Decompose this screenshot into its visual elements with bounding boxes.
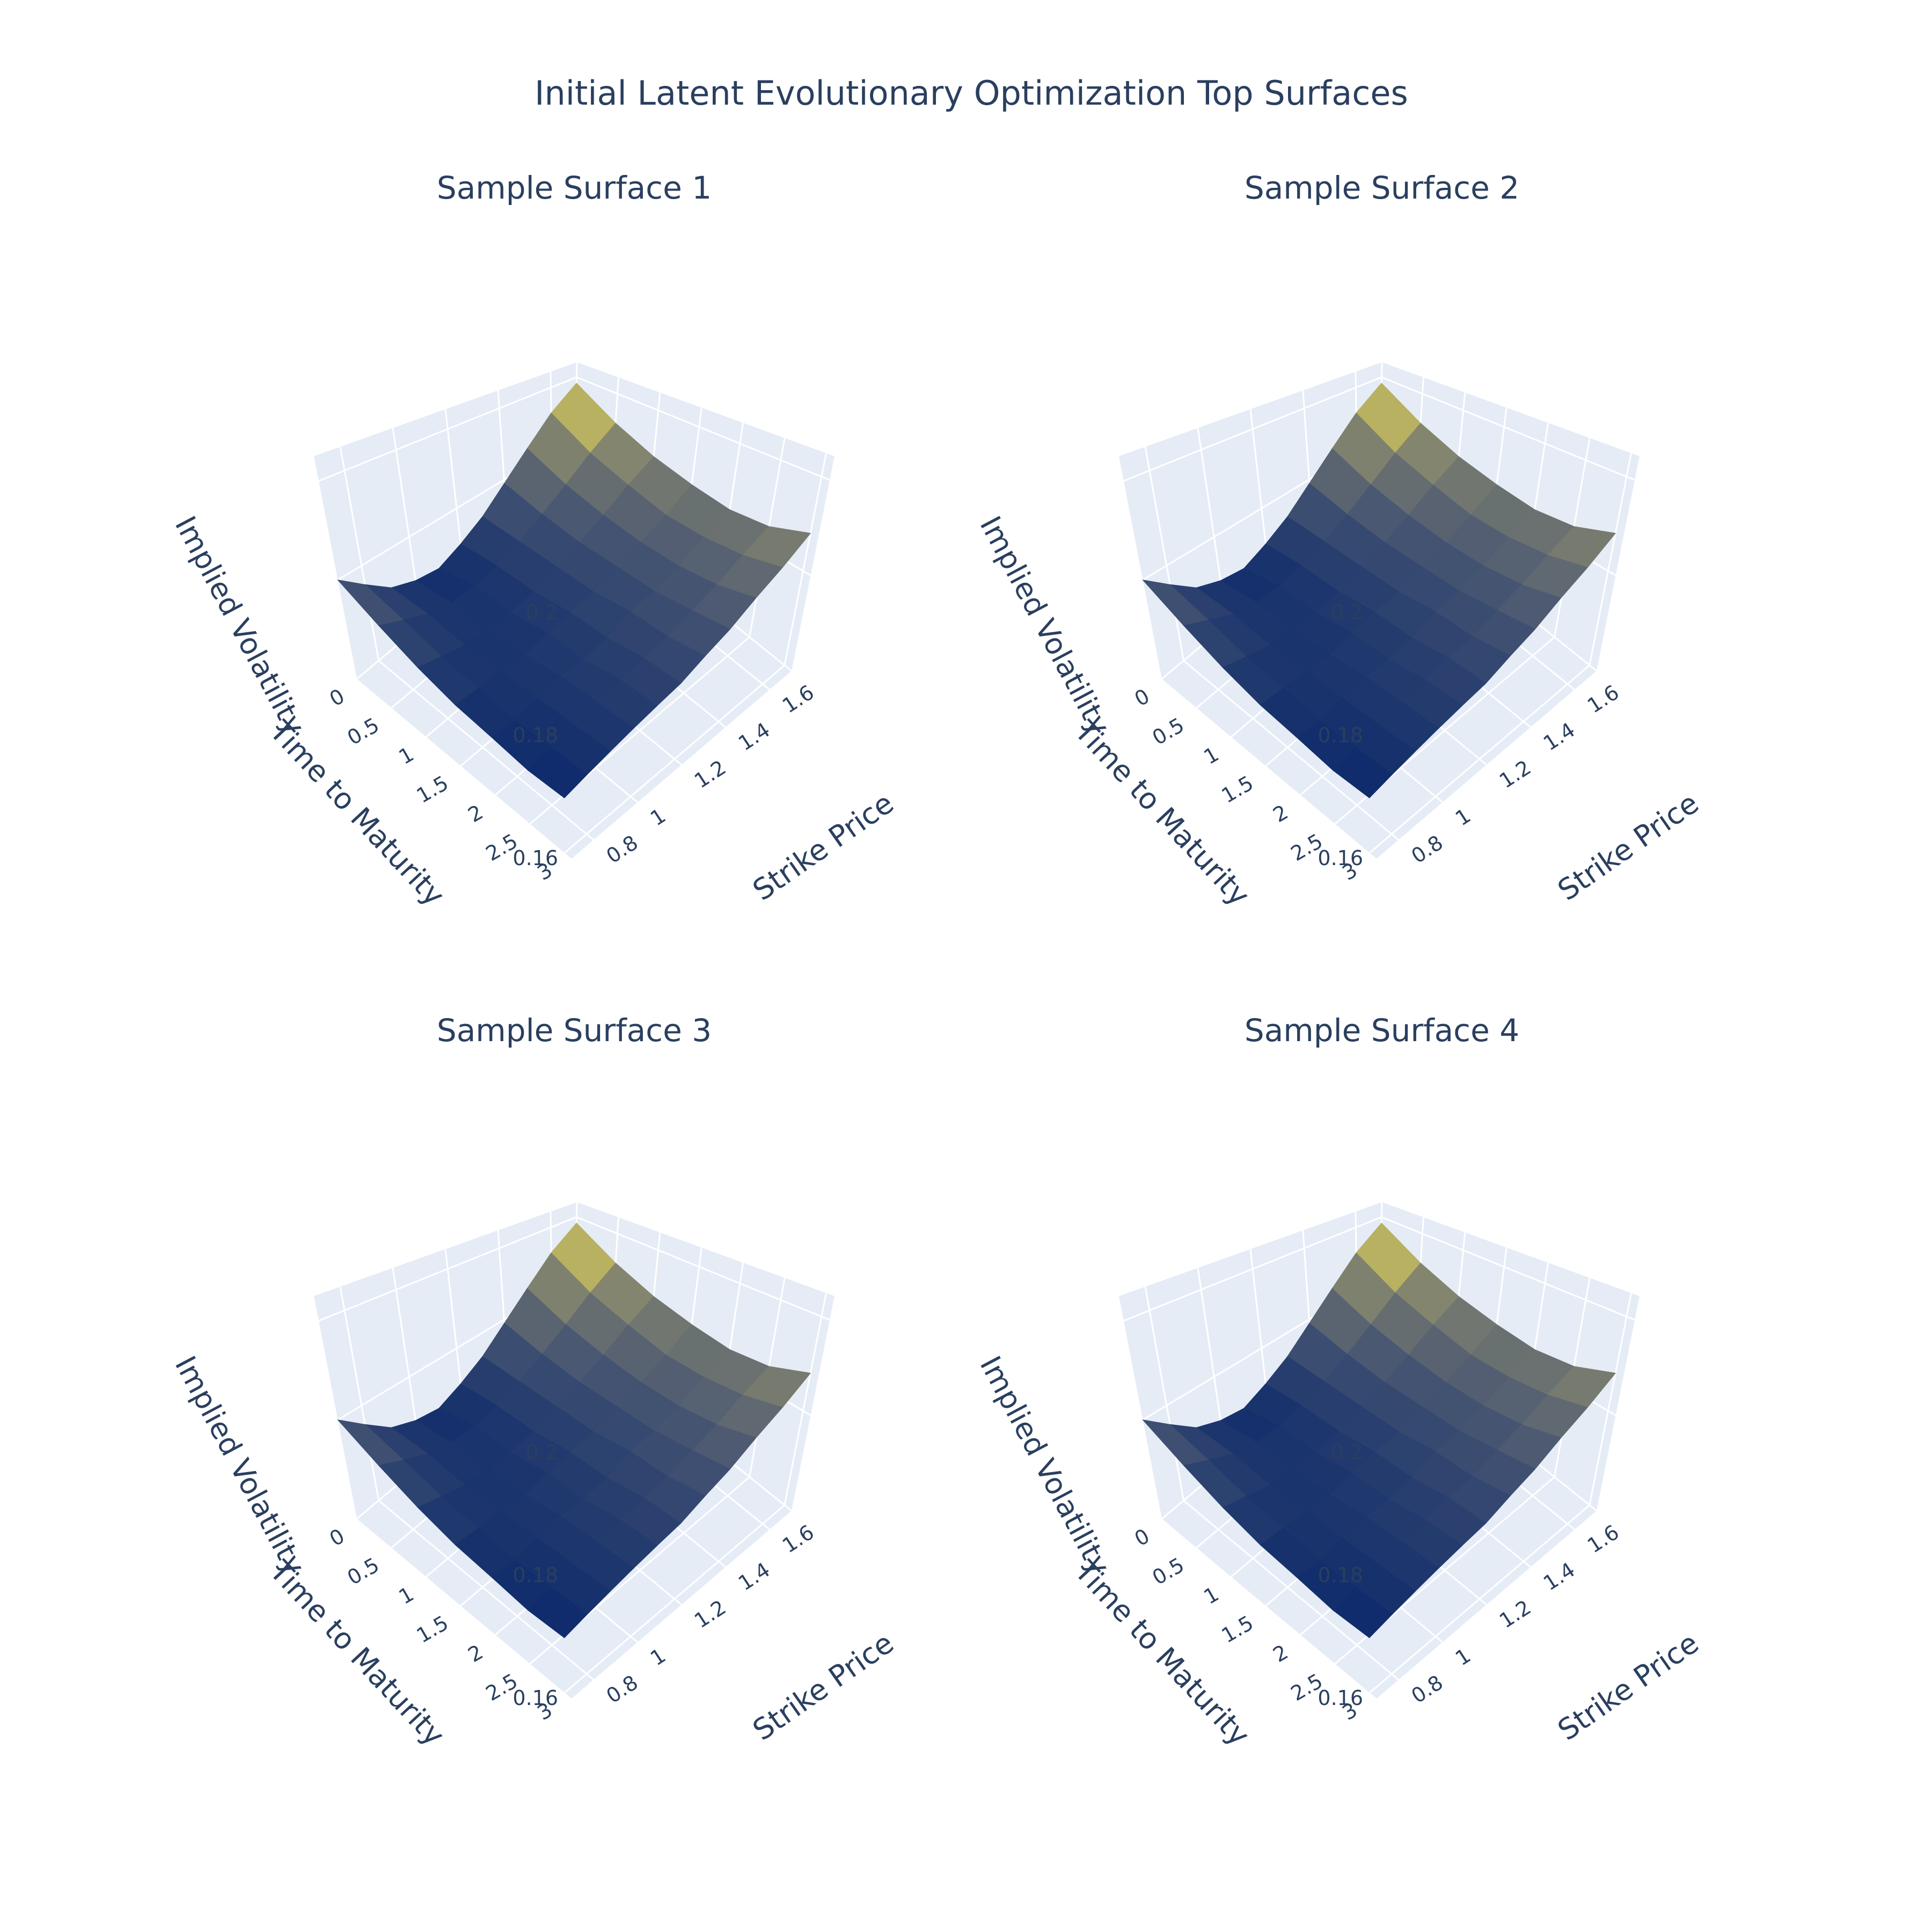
surface-patch — [1333, 747, 1393, 799]
y-tick-label: 2 — [464, 1640, 487, 1667]
y-tick-label: 1.5 — [413, 1611, 452, 1648]
x-axis-title: Strike Price — [1552, 1626, 1704, 1747]
y-tick-label: 1.5 — [1218, 1611, 1257, 1648]
subplot-4: Sample Surface 40.160.180.200.511.522.53… — [974, 1012, 1705, 1752]
y-tick-label: 1 — [395, 742, 418, 769]
gridline-volatility — [318, 1216, 830, 1322]
subplot-2: Sample Surface 20.160.180.200.511.522.53… — [974, 170, 1705, 912]
z-axis-title: Implied Volatility — [974, 511, 1117, 740]
x-tick-label: 1.2 — [690, 1596, 730, 1633]
x-axis-title: Strike Price — [1552, 786, 1704, 908]
surface-patch — [528, 747, 588, 799]
x-tick-label: 1 — [646, 1643, 670, 1670]
surface — [1142, 383, 1616, 799]
y-tick-label: 1 — [395, 1582, 418, 1609]
x-tick-label: 1.4 — [1539, 1558, 1579, 1596]
x-tick-label: 1.6 — [778, 1520, 818, 1558]
x-tick-label: 1.6 — [1583, 1520, 1623, 1558]
subplot-title: Sample Surface 4 — [1245, 1012, 1519, 1049]
x-tick-label: 1 — [1451, 803, 1475, 830]
z-tick-label: 0.2 — [526, 601, 558, 624]
y-tick-label: 0.5 — [1148, 1553, 1188, 1590]
x-tick-label: 0.8 — [1407, 1671, 1447, 1708]
y-tick-label: 1 — [1200, 742, 1223, 769]
gridline-volatility — [318, 376, 830, 482]
subplot-title: Sample Surface 3 — [437, 1012, 712, 1049]
x-axis-title: Strike Price — [747, 1626, 899, 1747]
y-tick-label: 1 — [1200, 1582, 1223, 1609]
z-tick-label: 0.18 — [1318, 1563, 1363, 1587]
y-tick-label: 0.5 — [1148, 713, 1188, 750]
z-tick-label: 0.16 — [1318, 846, 1363, 870]
surface-patch — [528, 1587, 588, 1638]
y-tick-label: 2 — [464, 800, 487, 827]
z-tick-label: 0.16 — [513, 846, 558, 870]
x-tick-label: 1.2 — [690, 756, 730, 793]
subplot-1: Sample Surface 10.160.180.200.511.522.53… — [169, 170, 900, 912]
x-tick-label: 1 — [646, 803, 670, 830]
z-tick-label: 0.2 — [1331, 601, 1363, 624]
x-tick-label: 1.2 — [1495, 1596, 1535, 1633]
surface — [337, 383, 811, 799]
surface — [1142, 1223, 1616, 1638]
gridline-volatility — [1123, 376, 1635, 482]
chart-title: Initial Latent Evolutionary Optimization… — [535, 74, 1408, 113]
x-tick-label: 0.8 — [602, 831, 642, 868]
y-tick-label: 0 — [1131, 684, 1154, 711]
x-tick-label: 1 — [1451, 1643, 1475, 1670]
y-tick-label: 0.5 — [343, 1553, 383, 1590]
surface-patch — [1333, 1587, 1393, 1638]
y-tick-label: 0 — [326, 684, 349, 711]
subplot-title: Sample Surface 1 — [437, 170, 712, 206]
z-tick-label: 0.2 — [1331, 1440, 1363, 1464]
z-axis-title: Implied Volatility — [974, 1351, 1117, 1580]
z-axis-title: Implied Volatility — [169, 1351, 312, 1580]
z-tick-label: 0.16 — [513, 1686, 558, 1710]
subplot-title: Sample Surface 2 — [1245, 170, 1519, 206]
y-tick-label: 0 — [326, 1524, 349, 1551]
y-tick-label: 1.5 — [413, 771, 452, 808]
z-axis-title: Implied Volatility — [169, 511, 312, 740]
gridline-volatility — [1123, 1216, 1635, 1322]
z-tick-label: 0.18 — [513, 1563, 558, 1587]
x-tick-label: 0.8 — [602, 1671, 642, 1708]
z-tick-label: 0.16 — [1318, 1686, 1363, 1710]
surface — [337, 1223, 811, 1638]
z-tick-label: 0.2 — [526, 1440, 558, 1464]
x-axis-title: Strike Price — [747, 786, 899, 908]
subplot-3: Sample Surface 30.160.180.200.511.522.53… — [169, 1012, 900, 1752]
y-tick-label: 2 — [1269, 1640, 1292, 1667]
x-tick-label: 1.4 — [734, 1558, 774, 1596]
x-tick-label: 1.6 — [778, 680, 818, 718]
y-tick-label: 1.5 — [1218, 771, 1257, 808]
x-tick-label: 0.8 — [1407, 831, 1447, 868]
x-tick-label: 1.2 — [1495, 756, 1535, 793]
x-tick-label: 1.4 — [734, 718, 774, 756]
x-tick-label: 1.4 — [1539, 718, 1579, 756]
z-tick-label: 0.18 — [1318, 723, 1363, 747]
y-tick-label: 0 — [1131, 1524, 1154, 1551]
z-tick-label: 0.18 — [513, 723, 558, 747]
y-tick-label: 0.5 — [343, 713, 383, 750]
y-tick-label: 2 — [1269, 800, 1292, 827]
x-tick-label: 1.6 — [1583, 680, 1623, 718]
subplot-grid: Sample Surface 10.160.180.200.511.522.53… — [169, 170, 1705, 1752]
